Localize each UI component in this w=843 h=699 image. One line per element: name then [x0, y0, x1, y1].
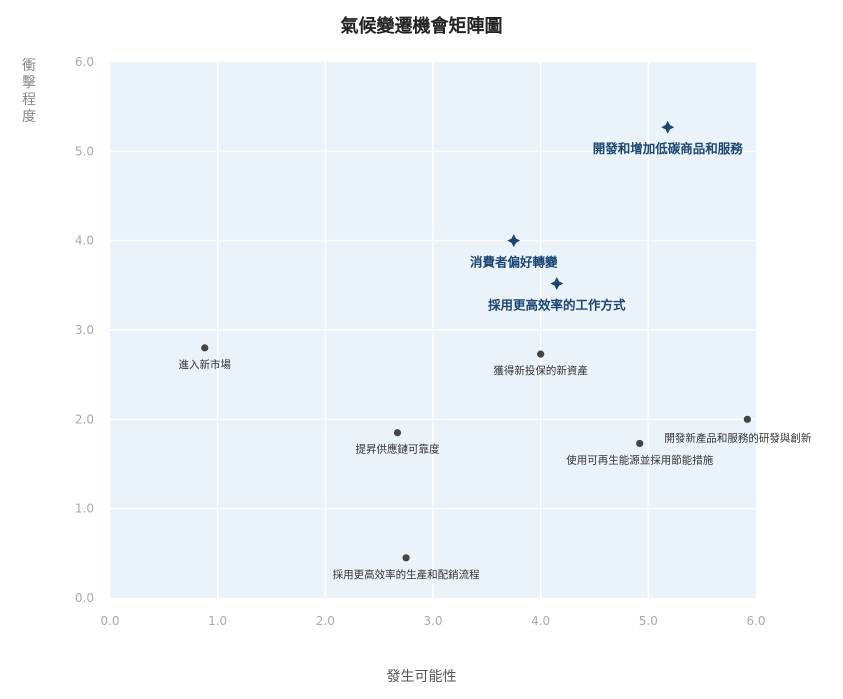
y-tick-label: 2.0 — [75, 412, 94, 426]
highlight-point-label: 採用更高效率的工作方式 — [488, 298, 626, 313]
y-tick-label: 1.0 — [75, 502, 94, 516]
point-marker — [201, 344, 209, 352]
x-tick-label: 3.0 — [423, 614, 442, 628]
x-axis-label: 發生可能性 — [386, 669, 457, 685]
point-marker — [393, 429, 402, 437]
point-label: 進入新市場 — [178, 358, 231, 371]
highlight-point-marker — [550, 277, 564, 291]
x-tick-label: 5.0 — [639, 614, 658, 628]
highlight-point-label: 消費者偏好轉變 — [470, 255, 558, 270]
x-tick-label: 0.0 — [100, 614, 119, 628]
point-label: 獲得新投保的新資產 — [493, 364, 588, 377]
point-marker — [402, 554, 410, 562]
x-tick-label: 2.0 — [316, 614, 335, 628]
point-marker — [537, 350, 545, 358]
x-tick-label: 1.0 — [208, 614, 227, 628]
highlight-point-label: 開發和增加低碳商品和服務 — [593, 141, 744, 156]
y-tick-label: 3.0 — [75, 323, 94, 337]
y-axis-label: 衝擊程度 — [22, 58, 36, 125]
point-marker — [743, 415, 751, 423]
point-label: 提昇供應鏈可靠度 — [355, 443, 439, 456]
axis-ticks: 0.0 1.0 2.0 3.0 4.0 5.0 6.0 0.0 1.0 2.0 3.0 4.0 5.0 6… — [75, 55, 766, 628]
y-tick-label: 5.0 — [75, 144, 94, 158]
y-tick-label: 4.0 — [75, 234, 94, 248]
x-tick-label: 4.0 — [531, 614, 550, 628]
point-marker — [636, 439, 644, 448]
highlight-point-marker — [661, 120, 675, 134]
highlight-point-marker — [507, 234, 521, 248]
x-tick-label: 6.0 — [746, 614, 765, 628]
grid-lines — [110, 62, 756, 598]
y-tick-label: 6.0 — [75, 55, 94, 69]
y-tick-label: 0.0 — [75, 591, 94, 605]
point-label: 開發新產品和服務的研發與創新 — [664, 431, 811, 444]
point-label: 採用更高效率的生產和配銷流程 — [333, 568, 480, 581]
chart-title: 氣候變遷機會矩陣圖 — [340, 16, 503, 37]
point-label: 使用可再生能源並採用節能措施 — [566, 453, 713, 466]
